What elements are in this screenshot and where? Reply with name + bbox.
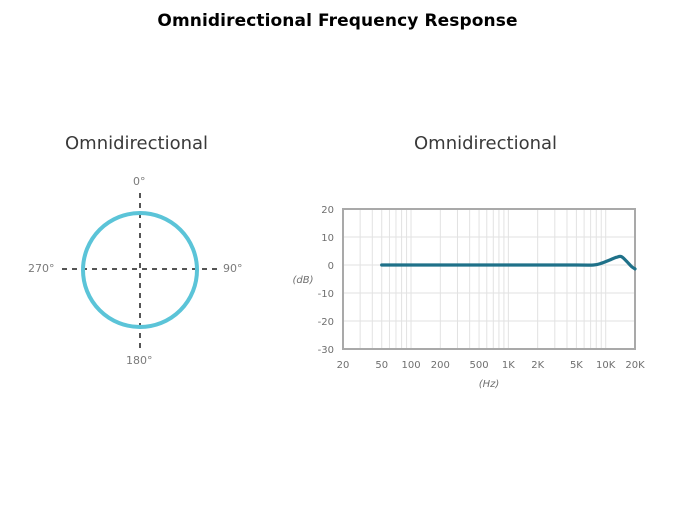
polar-pattern-circle — [81, 211, 199, 329]
x-axis-tick-labels: 20 50 100 200 500 1K 2K 5K 10K 20K — [337, 360, 645, 371]
x-tick-label: 100 — [401, 360, 420, 371]
polar-pattern-title: Omnidirectional — [65, 133, 209, 154]
y-axis-tick-labels: 20 10 0 -10 -20 -30 — [318, 205, 334, 356]
x-tick-label: 200 — [431, 360, 450, 371]
polar-label-180-deg: 180° — [126, 354, 153, 367]
polar-crosshair-axes — [62, 193, 218, 350]
polar-label-270-deg: 270° — [28, 262, 55, 275]
x-axis-title: (Hz) — [479, 379, 500, 390]
x-tick-label: 5K — [570, 360, 583, 371]
polar-label-90-deg: 90° — [223, 262, 243, 275]
y-tick-label: -20 — [318, 317, 334, 328]
frequency-chart-title: Omnidirectional — [414, 133, 558, 154]
x-tick-label: 20 — [337, 360, 350, 371]
slide-title: Omnidirectional Frequency Response — [157, 11, 518, 31]
x-tick-label: 1K — [502, 360, 515, 371]
x-tick-label: 50 — [375, 360, 388, 371]
x-tick-label: 500 — [470, 360, 489, 371]
horizontal-gridlines — [343, 208, 635, 350]
x-tick-label: 2K — [531, 360, 544, 371]
y-tick-label: -30 — [318, 345, 334, 356]
plot-frame — [342, 208, 636, 350]
polar-label-0-deg: 0° — [133, 175, 146, 188]
y-tick-label: 10 — [321, 233, 334, 244]
vertical-gridlines — [359, 209, 607, 349]
y-tick-label: 20 — [321, 205, 334, 216]
y-tick-label: 0 — [328, 261, 334, 272]
x-tick-label: 10K — [596, 360, 616, 371]
frequency-response-curve — [380, 254, 637, 271]
x-tick-label: 20K — [625, 360, 645, 371]
y-axis-title: (dB) — [292, 275, 313, 286]
y-tick-label: -10 — [318, 289, 334, 300]
